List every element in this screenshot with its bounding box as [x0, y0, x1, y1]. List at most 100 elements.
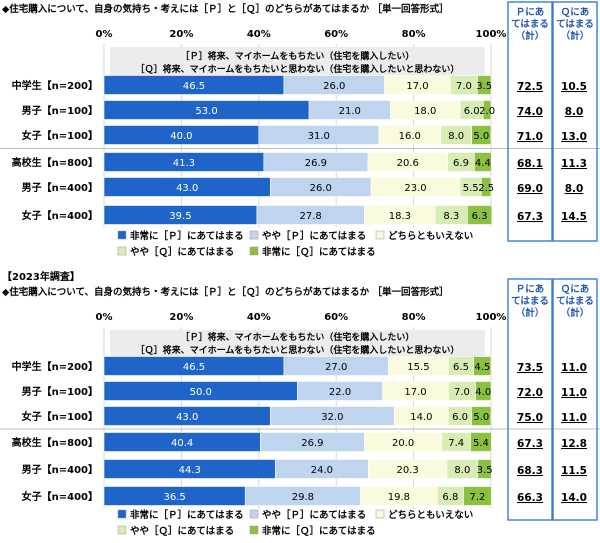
bar-segment — [475, 381, 492, 401]
legend-swatch — [249, 246, 259, 256]
category-label: 女子【n=400】 — [22, 209, 98, 222]
legend-label: 非常に［Ｑ］にあてはまる — [262, 246, 376, 258]
data-label: 17.0 — [404, 387, 426, 398]
bar-segment — [477, 75, 492, 95]
data-label: 8.0 — [448, 131, 464, 142]
data-label: 7.0 — [456, 81, 472, 92]
data-label: 7.4 — [448, 438, 464, 449]
q-total-value: 13.0 — [561, 131, 587, 143]
x-tick-label: 60% — [324, 312, 348, 323]
data-label: 24.0 — [311, 465, 333, 476]
statement-q: ［Ｑ］将来、マイホームをもちたいと思わない（住宅を購入したいと思わない） — [136, 63, 460, 75]
category-label: 女子【n=100】 — [22, 129, 98, 142]
statement-box — [110, 47, 485, 79]
legend-swatch — [117, 246, 127, 256]
data-label: 14.0 — [410, 412, 432, 423]
data-label: 19.8 — [388, 492, 410, 503]
bar-segment — [471, 125, 492, 145]
bar-segment — [463, 486, 492, 506]
data-label: 41.3 — [173, 158, 195, 169]
statement-p: ［Ｐ］将来、マイホームをもちたい（住宅を購入したい） — [181, 331, 415, 343]
data-label: 53.0 — [195, 106, 217, 117]
data-label: 8.3 — [443, 211, 459, 222]
q-total-value: 11.0 — [561, 362, 587, 374]
data-label: 26.0 — [310, 183, 332, 194]
legend-swatch — [117, 525, 127, 535]
category-label: 男子【n=400】 — [22, 463, 98, 476]
summary-header: Ｐにあてはまる（計） — [511, 283, 549, 319]
category-label: 高校生【n=800】 — [12, 156, 98, 169]
data-label: 39.5 — [169, 211, 191, 222]
p-total-value: 67.3 — [517, 438, 543, 450]
bar-segment — [471, 406, 492, 426]
data-label: 27.8 — [300, 211, 322, 222]
x-tick-label: 80% — [402, 29, 426, 40]
data-label: 5.5 — [463, 183, 479, 194]
x-tick-label: 20% — [169, 29, 193, 40]
data-label: 31.0 — [308, 131, 330, 142]
category-label: 男子【n=100】 — [22, 385, 98, 398]
category-label: 女子【n=100】 — [22, 410, 98, 423]
data-label: 23.0 — [404, 183, 426, 194]
p-total-value: 74.0 — [517, 106, 543, 118]
data-label: 6.9 — [453, 158, 469, 169]
q-total-value: 11.0 — [561, 387, 587, 399]
data-label: 32.0 — [321, 412, 343, 423]
data-label: 27.0 — [325, 362, 347, 373]
data-label: 29.8 — [292, 492, 314, 503]
q-total-value: 8.0 — [565, 183, 584, 195]
data-label: 5.4 — [473, 438, 489, 449]
legend-label: やや［Ｐ］にあてはまる — [262, 230, 366, 242]
q-total-box — [552, 278, 598, 521]
x-tick-label: 100% — [476, 312, 507, 323]
chart-title: ◆住宅購入について、自身の気持ち・考えには［Ｐ］と［Ｑ］のどちらがあてはまるか … — [2, 3, 448, 15]
data-label: 4.4 — [475, 158, 491, 169]
category-label: 男子【n=400】 — [22, 181, 98, 194]
x-tick-label: 20% — [169, 312, 193, 323]
x-tick-label: 0% — [96, 312, 113, 323]
q-total-value: 11.0 — [561, 412, 587, 424]
legend-label: やや［Ｑ］にあてはまる — [130, 525, 234, 537]
x-tick-label: 60% — [324, 29, 348, 40]
data-label: 20.6 — [397, 158, 419, 169]
legend-label: やや［Ｑ］にあてはまる — [130, 246, 234, 258]
x-tick-label: 40% — [247, 312, 271, 323]
p-total-box — [507, 278, 553, 521]
section-label: 【2023年調査】 — [2, 270, 80, 283]
bar-segment — [474, 152, 492, 172]
legend-label: 非常に［Ｐ］にあてはまる — [130, 230, 244, 242]
data-label: 18.0 — [414, 106, 436, 117]
legend-label: やや［Ｐ］にあてはまる — [262, 509, 366, 521]
data-label: 46.5 — [183, 362, 205, 373]
data-label: 20.3 — [396, 465, 418, 476]
data-label: 5.0 — [473, 131, 489, 142]
data-label: 17.0 — [406, 81, 428, 92]
data-label: 36.5 — [163, 492, 185, 503]
q-total-value: 11.3 — [561, 158, 587, 170]
q-total-value: 10.5 — [561, 81, 587, 93]
bar-segment — [470, 432, 492, 452]
data-label: 44.3 — [179, 465, 201, 476]
x-tick-label: 0% — [96, 29, 113, 40]
legend-label: どちらともいえない — [388, 230, 473, 242]
data-label: 8.0 — [454, 465, 470, 476]
q-total-value: 12.8 — [561, 438, 587, 450]
category-label: 男子【n=100】 — [22, 104, 98, 117]
data-label: 7.0 — [454, 387, 470, 398]
data-label: 20.0 — [392, 438, 414, 449]
data-label: 40.4 — [171, 438, 193, 449]
data-label: 4.5 — [474, 362, 490, 373]
data-label: 3.5 — [476, 81, 492, 92]
q-total-box — [552, 1, 598, 242]
bar-segment — [482, 100, 492, 120]
statement-q: ［Ｑ］将来、マイホームをもちたいと思わない（住宅を購入したいと思わない） — [136, 344, 460, 356]
p-total-box — [507, 1, 553, 242]
legend-swatch — [117, 230, 127, 240]
data-label: 43.0 — [176, 183, 198, 194]
x-tick-label: 40% — [247, 29, 271, 40]
legend-label: 非常に［Ｑ］にあてはまる — [262, 525, 376, 537]
statement-p: ［Ｐ］将来、マイホームをもちたい（住宅を購入したい） — [181, 50, 415, 62]
chart-panel-2: 【2023年調査】 ◆住宅購入について、自身の気持ち・考えには［Ｐ］と［Ｑ］のどち… — [0, 270, 600, 537]
bar-segment — [467, 205, 493, 225]
data-label: 5.0 — [473, 412, 489, 423]
